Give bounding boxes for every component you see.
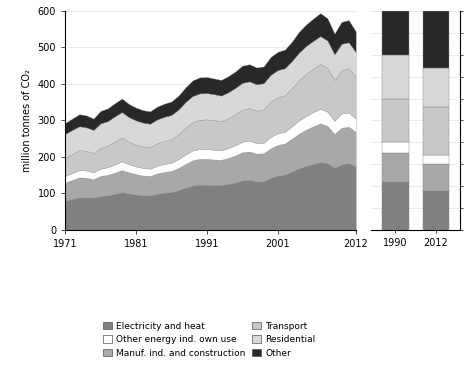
- Bar: [423, 155, 449, 164]
- Bar: [423, 68, 449, 107]
- Bar: [423, 107, 449, 155]
- Bar: [382, 99, 409, 142]
- Bar: [423, 164, 449, 191]
- Bar: [382, 182, 409, 230]
- Y-axis label: million tonnes of CO₂: million tonnes of CO₂: [22, 69, 32, 172]
- Bar: [382, 11, 409, 55]
- Legend: Electricity and heat, Other energy ind. own use, Manuf. ind. and construction, T: Electricity and heat, Other energy ind. …: [100, 319, 318, 361]
- Bar: [423, 11, 449, 68]
- Bar: [382, 153, 409, 182]
- Bar: [423, 191, 449, 230]
- Bar: [382, 142, 409, 153]
- Bar: [382, 55, 409, 99]
